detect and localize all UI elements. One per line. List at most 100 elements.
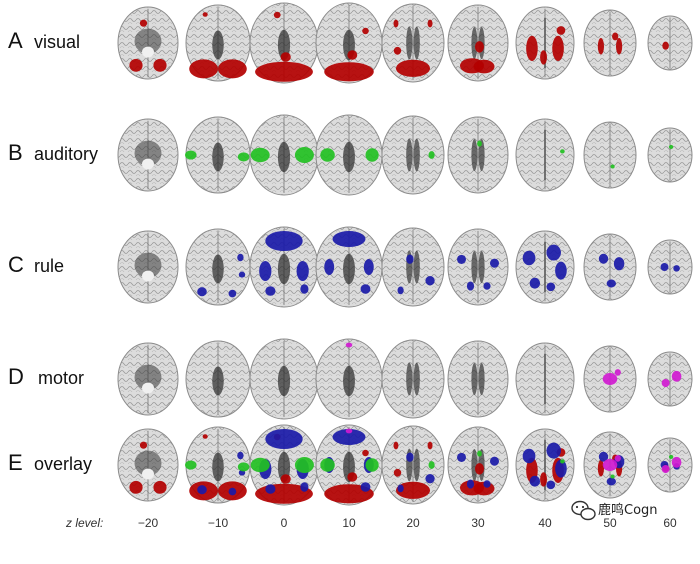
brain-slice xyxy=(447,116,509,194)
brain-slice xyxy=(381,425,445,505)
ventricle xyxy=(478,363,485,395)
brain-slice xyxy=(117,428,179,502)
rule-activation xyxy=(606,279,616,288)
visual-activation xyxy=(427,19,433,28)
auditory-activation xyxy=(668,144,674,149)
rule-activation xyxy=(228,487,237,496)
z-level-label: −10 xyxy=(208,516,229,530)
visual-activation xyxy=(189,59,219,79)
visual-activation xyxy=(362,27,369,35)
watermark: 鹿鸣Cogn xyxy=(571,500,658,521)
visual-activation xyxy=(473,59,495,74)
rule-activation xyxy=(296,261,309,281)
rule-activation xyxy=(546,282,556,292)
brain-slice xyxy=(185,228,251,306)
brainstem-core xyxy=(142,270,154,282)
auditory-activation xyxy=(365,148,379,162)
brain-slice xyxy=(515,230,575,304)
rule-activation xyxy=(237,451,244,460)
ventricle xyxy=(212,30,224,60)
z-level-label: 60 xyxy=(663,516,677,530)
visual-activation xyxy=(324,62,374,82)
ventricle xyxy=(413,448,420,482)
visual-activation xyxy=(129,58,143,72)
rule-activation xyxy=(406,452,414,462)
rule-activation xyxy=(197,287,207,297)
brain-slice xyxy=(249,114,319,196)
auditory-activation xyxy=(560,459,565,464)
ventricle xyxy=(471,27,478,59)
rule-activation xyxy=(613,257,625,271)
rule-activation xyxy=(673,265,680,272)
ventricle xyxy=(406,362,413,396)
row-letter: D xyxy=(8,364,24,389)
ventricle xyxy=(343,253,355,285)
row-letter: A xyxy=(8,28,23,53)
ventricle xyxy=(277,365,291,397)
visual-activation xyxy=(153,480,167,494)
motor-activation xyxy=(614,455,621,462)
visual-activation xyxy=(615,38,623,55)
visual-activation xyxy=(273,11,281,19)
rule-activation xyxy=(522,448,536,464)
rule-activation xyxy=(397,286,404,295)
ventricle xyxy=(471,363,478,395)
motor-activation xyxy=(661,379,670,388)
z-level-label: 20 xyxy=(406,516,420,530)
ventricle xyxy=(406,26,413,60)
brainstem-core xyxy=(142,158,154,170)
rule-activation xyxy=(555,459,567,478)
brain-slice xyxy=(315,226,383,308)
z-level-label: 30 xyxy=(471,516,485,530)
rule-activation xyxy=(406,254,414,264)
visual-activation xyxy=(395,481,431,499)
brain-slice xyxy=(185,116,251,194)
ventricle xyxy=(413,362,420,396)
ventricle xyxy=(471,139,478,171)
auditory-activation xyxy=(237,152,250,162)
motor-activation xyxy=(661,465,670,474)
rule-activation xyxy=(397,484,404,493)
rule-activation xyxy=(598,451,609,462)
auditory-activation xyxy=(294,457,314,473)
rule-activation xyxy=(265,286,276,296)
row-name: rule xyxy=(34,256,64,276)
brain-slice xyxy=(447,4,509,82)
row-label-b: B auditory xyxy=(8,140,98,165)
z-level-label: −20 xyxy=(138,516,159,530)
brain-slice xyxy=(185,426,251,504)
brainstem-region xyxy=(134,450,162,476)
rule-activation xyxy=(360,284,371,294)
rule-activation xyxy=(546,480,556,490)
rule-activation xyxy=(457,452,466,462)
brainstem-region xyxy=(134,364,162,390)
brainstem-core xyxy=(142,46,154,58)
brain-slice xyxy=(647,239,693,295)
brain-slice-grid xyxy=(117,2,693,506)
row-letter: B xyxy=(8,140,23,165)
rule-activation xyxy=(238,271,246,278)
ventricle xyxy=(478,251,485,283)
auditory-activation xyxy=(365,458,379,472)
visual-activation xyxy=(255,61,313,82)
visual-activation xyxy=(202,12,208,17)
interhemispheric-fissure xyxy=(544,129,546,181)
rule-activation xyxy=(546,244,561,261)
rule-activation xyxy=(259,261,272,281)
rule-activation xyxy=(360,482,371,492)
row-letter: E xyxy=(8,450,23,475)
z-level-label: 0 xyxy=(281,516,288,530)
rule-activation xyxy=(522,250,536,266)
auditory-activation xyxy=(610,164,615,169)
visual-activation xyxy=(556,26,566,35)
ventricle xyxy=(212,366,224,396)
interhemispheric-fissure xyxy=(544,353,546,405)
brain-slice xyxy=(515,118,575,192)
visual-activation xyxy=(427,441,433,450)
z-level-label: 40 xyxy=(538,516,552,530)
visual-activation xyxy=(202,434,208,439)
visual-activation xyxy=(597,460,605,477)
row-name: overlay xyxy=(34,454,92,474)
visual-activation xyxy=(393,441,399,450)
z-level-label: 10 xyxy=(342,516,356,530)
